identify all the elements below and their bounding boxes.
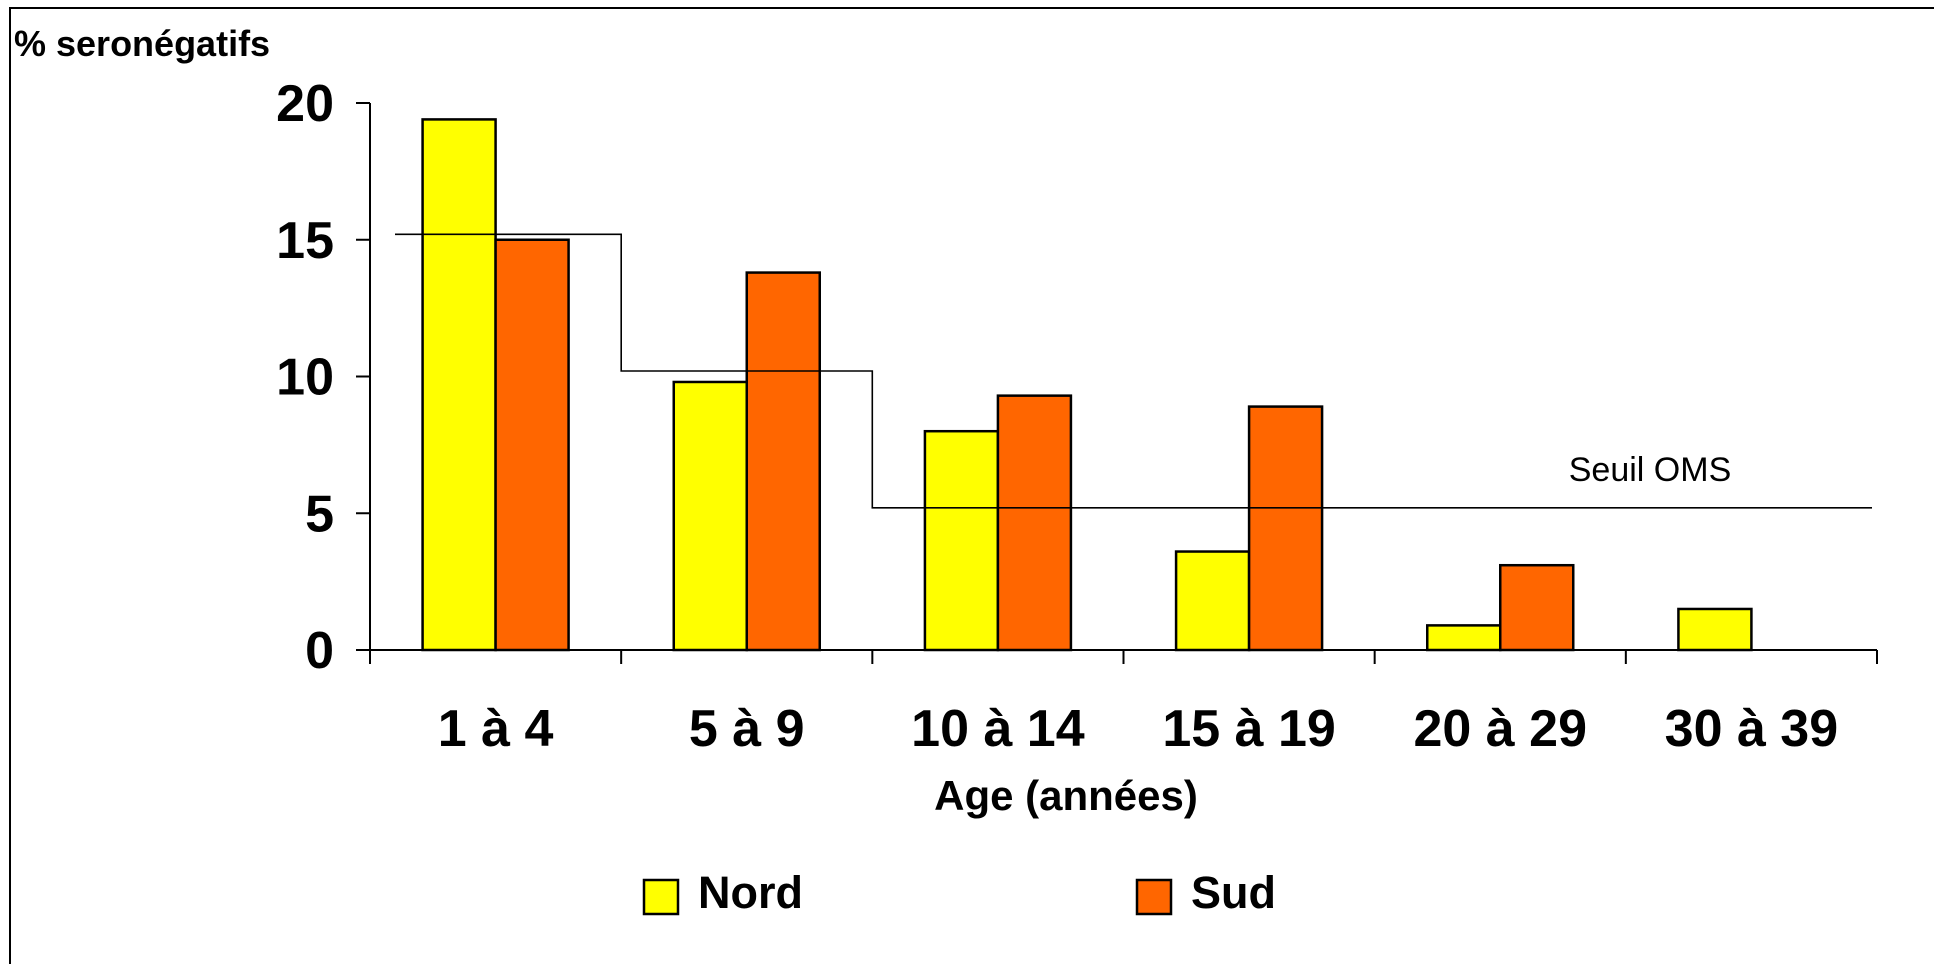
x-tick-label: 15 à 19 [1162,700,1336,758]
bar-nord-2 [923,429,1000,652]
x-tick-label: 1 à 4 [438,700,554,758]
threshold-label: Seuil OMS [1569,451,1732,489]
x-axis-label: Age (années) [934,772,1198,819]
x-tick-label: 5 à 9 [689,700,805,758]
y-tick-label: 15 [276,212,334,270]
legend: Nord Sud [642,867,1276,918]
legend-swatch-nord [642,878,680,916]
x-tick-label: 20 à 29 [1414,700,1588,758]
bars [421,118,1753,652]
y-axis: 0 5 10 15 20 [276,75,371,680]
y-axis-label: % seronégatifs [14,23,270,64]
x-tick-label: 10 à 14 [911,700,1085,758]
bar-nord-5 [1677,607,1753,652]
y-tick-label: 5 [305,485,334,543]
y-tick-label: 20 [276,75,334,133]
bar-nord-3 [1174,550,1251,652]
bar-nord-0 [421,118,497,652]
y-tick-label: 0 [305,622,334,680]
bar-sud-0 [494,238,570,652]
threshold-step-line [395,233,1872,509]
bar-sud-1 [745,271,821,652]
bar-sud-4 [1499,563,1575,652]
legend-label-sud: Sud [1191,867,1276,918]
x-tick-label: 30 à 39 [1665,700,1839,758]
bar-nord-1 [672,380,748,652]
threshold-line: Seuil OMS [395,233,1872,509]
bar-sud-2 [996,394,1073,652]
bar-nord-4 [1426,624,1502,652]
x-axis: 1 à 4 5 à 9 10 à 14 15 à 19 20 à 29 30 à 39 [369,649,1878,758]
legend-label-nord: Nord [698,867,803,918]
legend-swatch-sud [1135,878,1173,916]
y-tick-label: 10 [276,349,334,407]
bar-sud-3 [1247,405,1324,652]
